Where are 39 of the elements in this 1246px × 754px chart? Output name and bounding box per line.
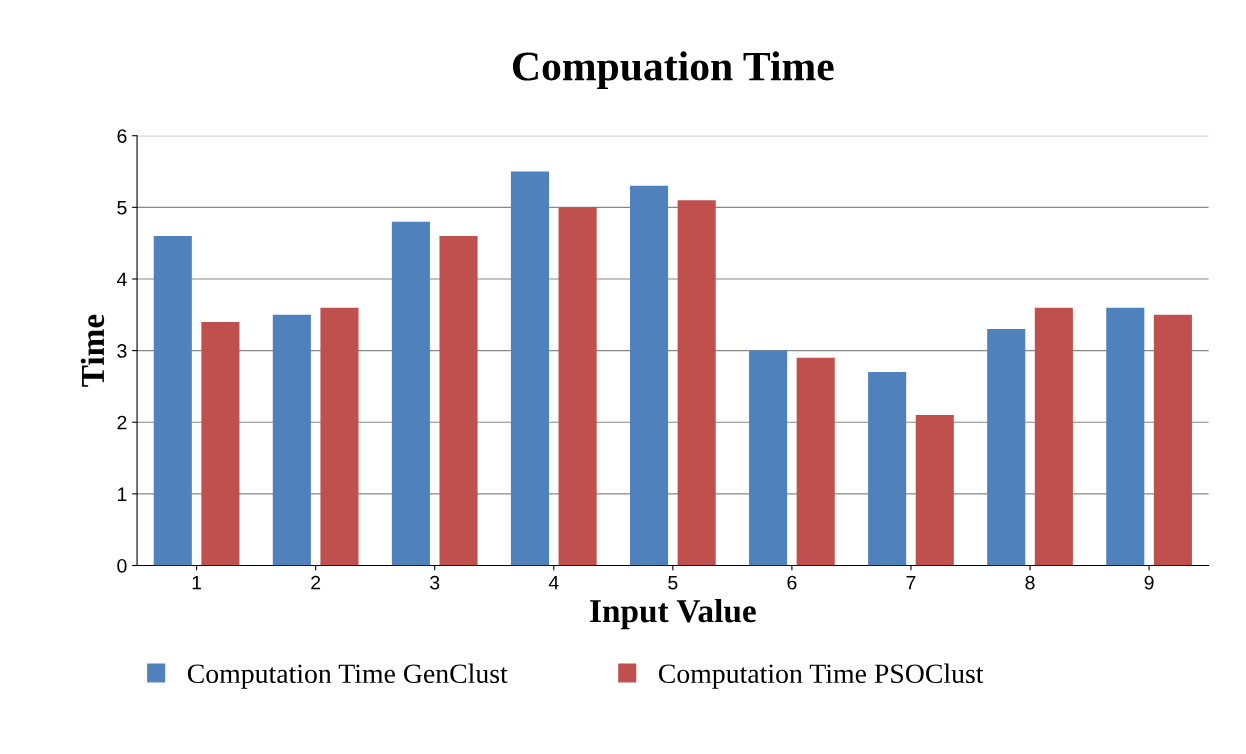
x-tick-label: 7	[906, 575, 916, 590]
bar	[749, 350, 788, 566]
x-tick-label: 8	[1025, 575, 1035, 590]
bar	[439, 236, 478, 566]
x-tick-label: 5	[668, 575, 678, 590]
y-tick-label: 0	[117, 558, 127, 573]
y-tick-label: 5	[117, 201, 127, 215]
bar	[1106, 307, 1145, 566]
chart-title: Compuation Time	[512, 51, 834, 90]
y-tick-label: 4	[116, 272, 127, 287]
legend-label: Computation Time GenClust	[187, 663, 508, 689]
x-tick-label: 6	[787, 575, 797, 590]
x-tick-label: 4	[548, 575, 559, 590]
bar	[1034, 307, 1073, 566]
x-tick-label: 2	[311, 575, 321, 590]
y-tick-label: 6	[117, 129, 127, 143]
bar	[868, 372, 907, 566]
bar	[153, 236, 192, 566]
y-tick-label: 3	[117, 344, 127, 358]
y-tick-label: 1	[118, 487, 127, 501]
bar	[915, 415, 954, 566]
x-axis-title: Input Value	[590, 598, 756, 630]
x-tick-label: 1	[192, 575, 202, 590]
bar	[796, 357, 835, 566]
bar	[391, 221, 430, 566]
bar	[201, 321, 240, 566]
bar	[987, 329, 1026, 566]
legend-label: Computation Time PSOClust	[658, 663, 984, 689]
bar	[558, 207, 597, 566]
bar	[510, 171, 550, 566]
x-tick-label: 3	[430, 575, 440, 590]
bar	[1153, 314, 1192, 566]
bar	[677, 200, 716, 566]
bar	[272, 314, 311, 566]
y-tick-label: 2	[117, 415, 127, 430]
bar	[320, 307, 359, 566]
y-axis-title: Time	[80, 314, 105, 387]
bar	[629, 185, 669, 566]
x-tick-label: 9	[1144, 575, 1154, 590]
